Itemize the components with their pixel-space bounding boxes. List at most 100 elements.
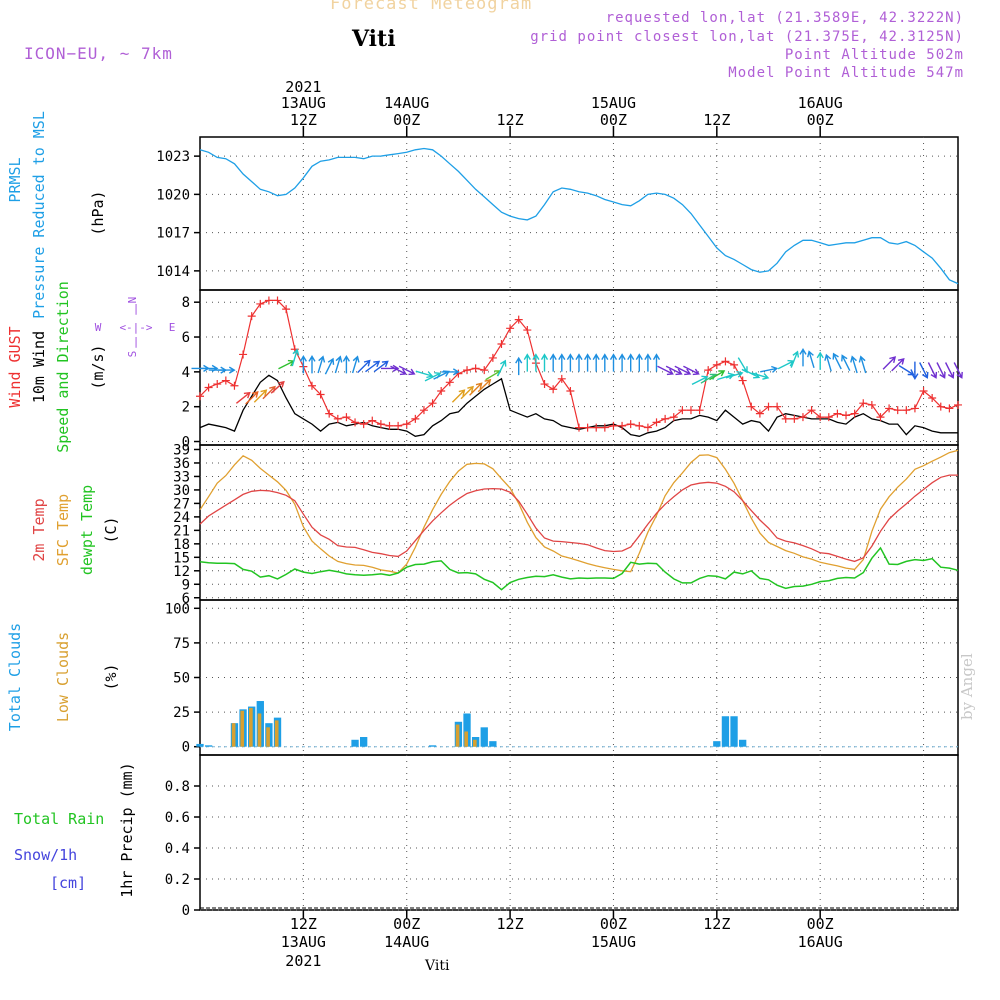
- y-tick-label-temperature: 12: [173, 564, 190, 580]
- precip-unit-label: 1hr Precip (mm): [118, 762, 136, 897]
- y-tick-label-temperature: 36: [173, 456, 190, 472]
- gust-marker: [885, 404, 894, 413]
- gust-marker: [859, 399, 868, 408]
- total-clouds-bar: [204, 745, 213, 747]
- y-tick-label-pressure: 1023: [156, 149, 190, 165]
- panel-frame-precipitation: [199, 754, 959, 911]
- wind-direction-arrow: [592, 353, 600, 372]
- total-clouds-bar: [463, 713, 471, 747]
- gust-marker: [540, 380, 549, 389]
- wind-direction-arrow: [737, 357, 748, 374]
- y-tick-label-clouds: 0: [182, 740, 190, 756]
- gust-marker: [738, 376, 747, 385]
- wind-direction-arrow: [299, 355, 308, 374]
- gust-marker: [678, 406, 687, 415]
- top-date-label: 14AUG: [384, 94, 429, 112]
- gust-marker: [419, 406, 428, 415]
- total-clouds-bar: [721, 716, 730, 747]
- compass-north-bar: |: [133, 302, 140, 315]
- gust-marker: [514, 315, 523, 324]
- gust-marker: [850, 409, 859, 418]
- gust-marker: [566, 387, 575, 396]
- y-tick-label-temperature: 30: [173, 483, 190, 499]
- top-hour-label: 12Z: [290, 111, 317, 129]
- gust-marker: [575, 423, 583, 432]
- gust-marker: [695, 406, 704, 415]
- gust-marker: [730, 360, 739, 369]
- wind-direction-arrow: [441, 368, 460, 376]
- wind-direction-arrow: [583, 353, 592, 372]
- y-tick-label-precipitation: 0.2: [165, 872, 190, 888]
- low-clouds-bar: [266, 727, 270, 747]
- wind-direction-arrow: [816, 351, 824, 370]
- wind-direction-arrow: [882, 356, 897, 370]
- wind-direction-arrow: [832, 352, 842, 370]
- gust-marker: [213, 380, 222, 389]
- wind-unit-label: (m/s): [89, 344, 107, 389]
- wind-direction-arrow: [575, 353, 583, 372]
- gust-marker: [609, 421, 618, 430]
- low-clouds-label: Low Clouds: [54, 632, 72, 722]
- wind-direction-arrow: [665, 365, 683, 376]
- gust-marker: [480, 366, 489, 375]
- wind-direction-arrow: [390, 365, 407, 376]
- low-clouds-bar: [472, 739, 477, 747]
- wind-direction-arrow: [245, 391, 259, 405]
- model-point-altitude: Model Point Altitude 547m: [728, 65, 964, 81]
- gust-marker: [506, 324, 515, 333]
- y-tick-label-precipitation: 0: [182, 903, 190, 919]
- gust-marker: [824, 413, 833, 422]
- top-hour-label: 12Z: [497, 111, 524, 129]
- prmsl-line: [199, 147, 959, 285]
- gust-marker: [600, 423, 609, 432]
- bottom-hour-label: 00Z: [807, 915, 834, 933]
- y-tick-label-clouds: 50: [173, 671, 190, 687]
- gust-marker: [471, 364, 480, 373]
- panel-frame-temperature: [199, 444, 959, 601]
- gust-marker: [256, 299, 265, 308]
- low-clouds-bar: [231, 723, 236, 747]
- wind-direction-arrow: [342, 355, 351, 374]
- wind-direction-arrow: [790, 350, 800, 368]
- gust-marker: [928, 393, 937, 402]
- y-tick-label-pressure: 1020: [156, 187, 190, 203]
- wind-direction-arrow: [253, 389, 268, 403]
- gust-marker: [755, 409, 764, 418]
- gust-marker: [549, 385, 558, 394]
- wind-direction-arrow: [635, 353, 643, 372]
- wind-direction-arrow: [644, 353, 652, 372]
- gust-marker: [342, 413, 351, 422]
- gust-marker: [230, 381, 239, 390]
- y-tick-label-clouds: 75: [173, 636, 190, 652]
- y-tick-label-wind: 8: [182, 295, 190, 311]
- y-tick-label-precipitation: 0.8: [165, 779, 190, 795]
- wind-direction-arrow: [270, 380, 285, 394]
- gust-marker: [394, 421, 403, 430]
- wind-direction-arrow: [725, 370, 744, 379]
- y-tick-label-temperature: 15: [173, 550, 190, 566]
- gust-marker: [842, 411, 851, 420]
- gust-marker: [626, 420, 635, 429]
- gust-marker: [428, 399, 437, 408]
- wind-direction-arrow: [760, 365, 779, 373]
- wind-direction-arrow: [674, 365, 692, 376]
- snow-unit-label: [cm]: [50, 874, 86, 892]
- gust-marker: [402, 420, 411, 429]
- gust-marker: [333, 414, 342, 423]
- bottom-hour-label: 00Z: [393, 915, 420, 933]
- place-name: Viti: [352, 26, 396, 52]
- wind-direction-arrow: [497, 359, 507, 377]
- wind-direction-arrow: [278, 359, 295, 370]
- requested-coordinates: requested lon,lat (21.3589E, 42.3222N): [605, 10, 964, 26]
- sfc-temp-line: [199, 449, 959, 574]
- total-rain-label: Total Rain: [14, 810, 104, 828]
- temp-unit-label: (C): [102, 516, 120, 543]
- compass-arrows: <-|->: [119, 321, 152, 334]
- top-date-label: 15AUG: [591, 94, 636, 112]
- gust-marker: [385, 421, 394, 430]
- snow-label: Snow/1h: [14, 846, 77, 864]
- gust-marker: [497, 339, 506, 348]
- total-clouds-bar: [738, 739, 747, 747]
- y-tick-label-temperature: 9: [182, 577, 190, 593]
